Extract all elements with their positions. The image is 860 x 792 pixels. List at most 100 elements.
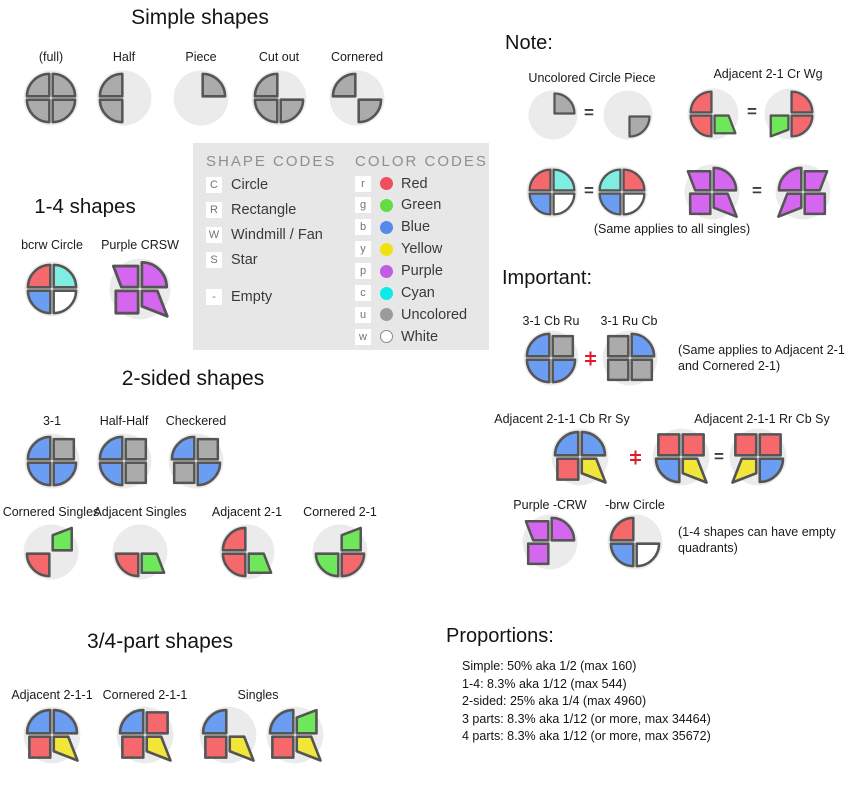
- gray-dot-icon: [380, 308, 393, 322]
- adjacent-21-label: Adjacent 2-1: [211, 505, 283, 519]
- legend-color-green: g Green: [355, 197, 441, 214]
- figure-crsw-b: [775, 164, 831, 220]
- figure-adj211-rr-sy-cb: [729, 428, 787, 486]
- simple-label-half: Half: [112, 50, 136, 64]
- proportion-3-parts: 3 parts: 8.3% aka 1/12 (or more, max 344…: [462, 711, 711, 726]
- note-caption: (Same applies to all singles): [593, 222, 751, 236]
- adj211-rrcbsy-label: Adjacent 2-1-1 Rr Cb Sy: [694, 412, 830, 426]
- one-four-title: 1-4 shapes: [34, 195, 136, 218]
- adjacent-211-label: Adjacent 2-1-1: [11, 688, 93, 702]
- proportion-1-4: 1-4: 8.3% aka 1/12 (max 544): [462, 676, 627, 691]
- simple-label-cornered: Cornered: [330, 50, 384, 64]
- legend-color-red: r Red: [355, 175, 428, 192]
- equals-sign: =: [752, 181, 762, 200]
- figure-piece-circle: [173, 70, 229, 126]
- code-empty: -: [206, 288, 222, 305]
- two-sided-title: 2-sided shapes: [121, 367, 265, 390]
- figure-full-circle: [23, 70, 79, 126]
- cbru-label: 3-1 Cb Ru: [522, 314, 580, 328]
- equals-sign: =: [584, 103, 594, 122]
- figure-cornered-211: [116, 706, 174, 764]
- brw-circle-label: -brw Circle: [605, 498, 665, 512]
- cyan-dot-icon: [380, 286, 393, 300]
- figure-adjacent-21: [219, 524, 275, 580]
- cornered-211-label: Cornered 2-1-1: [102, 688, 188, 702]
- figure-adjacent-singles: [112, 524, 168, 580]
- adjacent-singles-label: Adjacent Singles: [93, 505, 187, 519]
- equals-sign: =: [584, 181, 594, 200]
- white-dot-icon: [380, 330, 393, 344]
- figure-adj211-cb-rr-sy: [551, 428, 609, 486]
- yellow-dot-icon: [380, 242, 393, 256]
- figure-brw-circle: [607, 514, 663, 570]
- singles-label: Singles: [237, 688, 279, 702]
- color-codes-title: COLOR CODES: [355, 153, 488, 170]
- half-half-label: Half-Half: [99, 414, 149, 428]
- proportion-simple: Simple: 50% aka 1/2 (max 160): [462, 659, 637, 673]
- simple-label-piece: Piece: [185, 50, 217, 64]
- equals-sign: =: [714, 447, 724, 466]
- legend-color-uncolored: u Uncolored: [355, 306, 467, 323]
- code-R: R: [206, 201, 222, 218]
- figure-adj21-crwg-a: [687, 88, 739, 140]
- figure-purple-crsw: [109, 258, 171, 320]
- figure-bcrw-circle: [24, 261, 80, 317]
- proportion-2-sided: 2-sided: 25% aka 1/4 (max 4960): [462, 694, 647, 709]
- three-one-label: 3-1: [42, 414, 62, 428]
- legend-color-purple: p Purple: [355, 263, 443, 280]
- legend-shape-rectangle: R Rectangle: [206, 201, 296, 218]
- important-caption-2: (1-4 shapes can have empty quadrants): [678, 525, 836, 556]
- figure-uncolored-piece-a: [528, 90, 578, 140]
- adj211-cbrrsy-label: Adjacent 2-1-1 Cb Rr Sy: [494, 412, 630, 426]
- figure-bcrw-a: [526, 166, 578, 218]
- blue-dot-icon: [380, 220, 393, 234]
- figure-cornered-circle: [329, 70, 385, 126]
- figure-checkered: [168, 433, 224, 489]
- not-equal-icon: [629, 449, 642, 471]
- figure-crsw-a: [684, 164, 740, 220]
- figure-31-cb-ru: [523, 330, 579, 386]
- figure-half-circle: [96, 70, 152, 126]
- note-title: Note:: [505, 32, 553, 54]
- code-W: W: [206, 226, 222, 243]
- purple-crw-label: Purple -CRW: [513, 498, 587, 512]
- purple-crsw-label: Purple CRSW: [101, 238, 179, 252]
- cornered-singles-label: Cornered Singles: [2, 505, 100, 519]
- figure-adjacent-211: [23, 706, 81, 764]
- adjacent-21-crwg-label: Adjacent 2-1 Cr Wg: [713, 67, 823, 81]
- figure-cornered-singles: [23, 524, 79, 580]
- cornered-21-label: Cornered 2-1: [303, 505, 377, 519]
- legend-color-cyan: c Cyan: [355, 285, 435, 302]
- proportions-list: Simple: 50% aka 1/2 (max 160) 1-4: 8.3% …: [462, 658, 711, 746]
- legend-shape-empty: - Empty: [206, 288, 272, 305]
- equals-sign: =: [747, 102, 757, 121]
- figure-purple-crw: [522, 514, 578, 570]
- uncolored-piece-label: Uncolored Circle Piece: [528, 71, 656, 85]
- red-dot-icon: [380, 177, 393, 190]
- figure-adj21-crwg-b: [764, 88, 816, 140]
- figure-cornered-21: [312, 524, 368, 580]
- important-caption-1: (Same applies to Adjacent 2-1 and Corner…: [678, 343, 845, 374]
- proportion-4-parts: 4 parts: 8.3% aka 1/12 (or more, max 356…: [462, 729, 711, 744]
- checkered-label: Checkered: [165, 414, 227, 428]
- shape-codes-title: SHAPE CODES: [206, 153, 337, 170]
- code-C: C: [206, 176, 222, 193]
- legend-color-blue: b Blue: [355, 219, 430, 236]
- legend-color-white: w White: [355, 328, 438, 345]
- legend-color-yellow: y Yellow: [355, 241, 442, 258]
- figure-adj211-rr-cb-sy: [652, 428, 710, 486]
- bcrw-circle-label: bcrw Circle: [21, 238, 83, 252]
- rucb-label: 3-1 Ru Cb: [600, 314, 658, 328]
- figure-half-half: [96, 433, 152, 489]
- figure-three-one: [24, 433, 80, 489]
- figure-uncolored-piece-b: [603, 90, 653, 140]
- legend-shape-windmill: W Windmill / Fan: [206, 226, 323, 243]
- purple-dot-icon: [380, 264, 393, 278]
- figure-31-ru-cb: [602, 330, 658, 386]
- figure-singles-three-part: [199, 706, 257, 764]
- codes-legend-panel: SHAPE CODES C Circle R Rectangle W Windmill…: [193, 143, 489, 350]
- simple-shapes-title: Simple shapes: [131, 6, 269, 29]
- code-S: S: [206, 251, 222, 268]
- figure-singles-four-part: [266, 706, 324, 764]
